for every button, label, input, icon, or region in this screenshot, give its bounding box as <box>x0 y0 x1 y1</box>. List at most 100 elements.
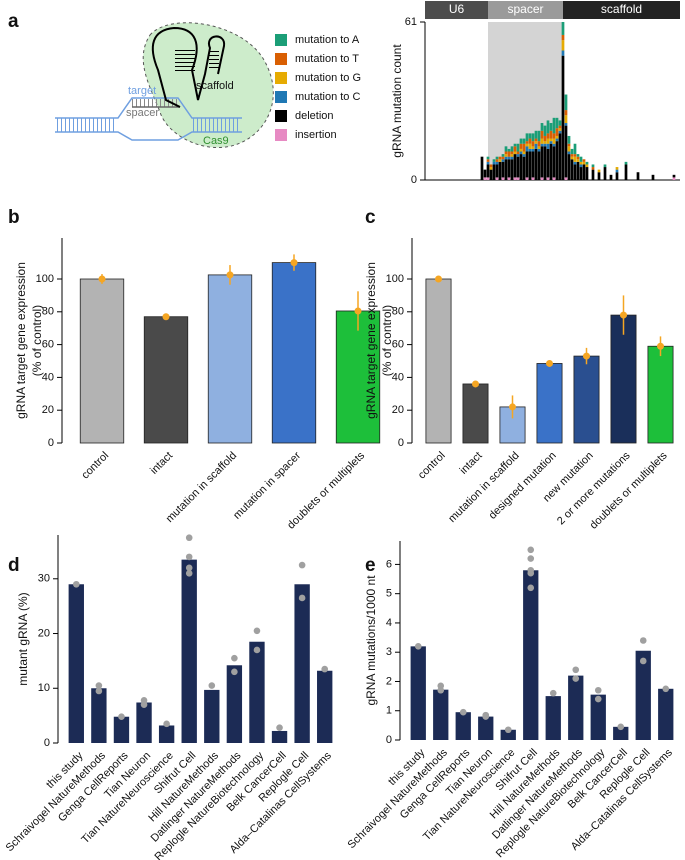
bar <box>478 716 494 740</box>
bar <box>158 725 175 743</box>
bar-segment <box>561 55 565 180</box>
bar-segment <box>489 167 493 170</box>
x-tick-label: mutation in scaffold <box>446 450 521 525</box>
bar-segment <box>579 161 583 165</box>
bar <box>143 316 189 444</box>
bar-segment <box>492 161 496 165</box>
bar-segment <box>585 167 589 180</box>
bar-segment <box>555 138 559 142</box>
bar-segment <box>558 120 562 126</box>
legend-label: mutation to A <box>295 34 360 46</box>
bar-segment <box>486 164 490 178</box>
bar-segment <box>525 177 529 180</box>
bar-segment <box>672 177 676 180</box>
bar-segment <box>561 22 565 35</box>
dna-strand <box>55 97 242 119</box>
bar <box>181 559 197 743</box>
bar <box>658 688 674 740</box>
bar <box>68 584 84 743</box>
y-tick-label: 80 <box>392 306 404 318</box>
bar-segment <box>570 154 574 157</box>
bar-segment <box>510 146 514 152</box>
bar-segment <box>552 177 556 180</box>
replicate-dot <box>163 720 170 728</box>
y-tick-label: 0 <box>44 737 50 749</box>
bar <box>271 262 317 444</box>
replicate-dot <box>639 657 647 665</box>
dna-strand <box>55 131 242 141</box>
bar <box>410 646 426 740</box>
bar-segment <box>564 123 568 126</box>
bar-segment <box>507 159 511 178</box>
panel-label: b <box>8 207 20 228</box>
bar-segment <box>543 135 547 142</box>
bar-segment <box>498 156 502 160</box>
bar-segment <box>567 143 571 147</box>
bar <box>113 716 130 743</box>
bar-segment <box>546 177 550 180</box>
bar-segment <box>510 154 514 157</box>
region-band <box>425 1 488 19</box>
bar-segment <box>573 154 577 157</box>
region-band <box>488 1 563 19</box>
panel-label: c <box>365 207 376 228</box>
bar-segment <box>546 120 550 134</box>
bar-segment <box>573 164 577 180</box>
bar-segment <box>540 177 544 180</box>
bar-segment <box>567 146 571 152</box>
bar-segment <box>486 161 490 165</box>
replicate-dot <box>572 666 580 674</box>
replicate-dot <box>527 546 535 554</box>
y-tick-label: 100 <box>386 273 404 285</box>
y-tick-label: 60 <box>42 339 54 351</box>
bar <box>523 570 539 740</box>
replicate-dot <box>185 564 193 572</box>
mean-dot <box>435 275 442 283</box>
bar-segment <box>504 154 508 157</box>
bar-segment <box>543 141 547 144</box>
bar-segment <box>582 159 586 162</box>
y-tick-label: 10 <box>38 682 50 694</box>
bar <box>271 730 288 743</box>
bar-segment <box>543 125 547 136</box>
replicate-dot <box>459 708 467 716</box>
mean-dot <box>226 271 234 279</box>
replicate-dot <box>253 627 261 635</box>
y-tick-label: 4 <box>386 617 392 629</box>
y-tick-label: 0 <box>386 734 392 746</box>
bar-segment <box>534 143 538 149</box>
bar-segment <box>573 161 577 165</box>
bar-segment <box>546 143 550 149</box>
bar-segment <box>576 154 580 157</box>
bar-segment <box>537 141 541 147</box>
bar <box>226 665 243 743</box>
bar-segment <box>579 167 583 180</box>
bar-segment <box>516 151 520 155</box>
panel-label: a <box>8 11 19 32</box>
bar <box>425 278 452 444</box>
bar-segment <box>531 151 535 178</box>
bar-segment <box>540 130 544 139</box>
bar-segment <box>516 156 520 178</box>
y-tick-label: 20 <box>38 627 50 639</box>
mean-dot <box>509 403 516 411</box>
bar-segment <box>525 133 529 142</box>
replicate-dot <box>298 594 306 602</box>
bar-segment <box>495 156 499 160</box>
bar-segment <box>495 164 499 178</box>
bar-segment <box>558 130 562 134</box>
bar-segment <box>624 164 628 180</box>
panel-label: d <box>8 555 20 576</box>
bar-segment <box>546 138 550 144</box>
bar-segment <box>513 151 517 155</box>
y-axis-label: gRNA mutation count <box>390 44 404 158</box>
x-tick-label: intact <box>458 450 485 477</box>
bar-segment <box>570 156 574 160</box>
target-label: target <box>128 85 156 97</box>
bar-segment <box>540 146 544 178</box>
x-tick-label: intact <box>148 450 175 477</box>
legend-label: mutation to G <box>295 72 361 84</box>
scaffold-line <box>151 26 226 108</box>
bar-segment <box>501 159 505 162</box>
bar-segment <box>537 151 541 180</box>
